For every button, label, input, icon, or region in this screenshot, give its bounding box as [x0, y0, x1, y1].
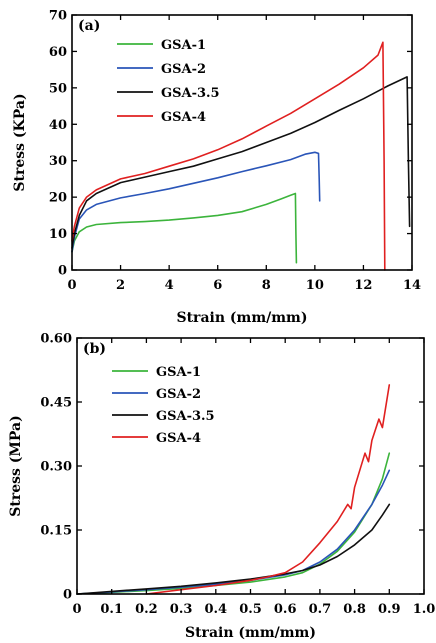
x-tick-label: 14: [403, 278, 421, 293]
legend-label: GSA-3.5: [156, 409, 215, 424]
legend-label: GSA-4: [161, 110, 206, 125]
plot-frame: [71, 14, 413, 271]
x-tick-label: 8: [262, 278, 271, 293]
legend-label: GSA-4: [156, 431, 201, 446]
x-tick-label: 0.6: [274, 602, 297, 617]
y-tick-label: 10: [49, 227, 67, 242]
legend: GSA-1 GSA-2 GSA-3.5 GSA-4: [112, 365, 215, 446]
y-tick-label: 0: [58, 264, 67, 279]
x-tick-label: 12: [354, 278, 372, 293]
y-tick-label: 0: [63, 588, 72, 603]
x-tick-label: 0.4: [204, 602, 227, 617]
y-tick-label: 0.30: [40, 460, 72, 475]
x-tick-label: 2: [116, 278, 125, 293]
chart-panel-a: 0 2 4 6 8 10 12 14 0 10 20 30 40 50 60 70 Strain (mm/mm)…: [12, 9, 421, 327]
y-tick-label: 0.15: [40, 524, 72, 539]
y-tick-label: 40: [49, 118, 67, 133]
chart-panel-b: 0 0.1 0.2 0.3 0.4 0.5 0.6 0.7 0.8 0.9 1.0 0 0.15 0.30…: [8, 332, 435, 642]
x-tick-label: 0: [72, 602, 81, 617]
x-tick-label: 4: [165, 278, 174, 293]
x-tick-label: 0.3: [170, 602, 193, 617]
y-tick-label: 60: [49, 45, 67, 60]
legend: GSA-1 GSA-2 GSA-3.5 GSA-4: [117, 38, 220, 125]
x-tick-label: 1.0: [413, 602, 436, 617]
y-tick-label: 0.60: [40, 332, 72, 347]
legend-label: GSA-1: [161, 38, 206, 53]
x-tick-label: 10: [306, 278, 324, 293]
legend-label: GSA-1: [156, 365, 201, 380]
series-line-gsa-1: [76, 452, 391, 595]
x-tick-label: 0: [67, 278, 76, 293]
x-tick-label: 0.2: [135, 602, 158, 617]
x-tick-label: 0.5: [239, 602, 262, 617]
series-line-gsa-4: [145, 384, 391, 595]
x-axis-title: Strain (mm/mm): [176, 310, 307, 326]
panel-label: (a): [78, 18, 100, 34]
y-axis-title: Stress (MPa): [8, 415, 24, 516]
x-tick-label: 0.7: [309, 602, 332, 617]
x-tick-label: 0.8: [343, 602, 366, 617]
y-tick-label: 30: [49, 154, 67, 169]
legend-label: GSA-3.5: [161, 86, 220, 101]
series-line-gsa-3-5: [76, 503, 391, 595]
series-line-gsa-2: [76, 469, 391, 595]
series-line-gsa-4: [71, 41, 386, 271]
series-line-gsa-2: [71, 151, 321, 253]
legend-label: GSA-2: [161, 62, 206, 77]
x-axis-title: Strain (mm/mm): [185, 625, 316, 641]
legend-label: GSA-2: [156, 387, 201, 402]
y-tick-label: 70: [49, 9, 67, 24]
x-tick-label: 6: [213, 278, 222, 293]
y-tick-label: 20: [49, 191, 67, 206]
panel-label: (b): [83, 341, 106, 357]
plot-frame: [76, 337, 425, 595]
x-tick-label: 0.9: [378, 602, 401, 617]
y-tick-label: 0.45: [40, 396, 72, 411]
y-axis-title: Stress (KPa): [12, 93, 28, 191]
y-tick-label: 50: [49, 81, 67, 96]
series-line-gsa-1: [71, 192, 298, 264]
x-tick-label: 0.1: [100, 602, 123, 617]
